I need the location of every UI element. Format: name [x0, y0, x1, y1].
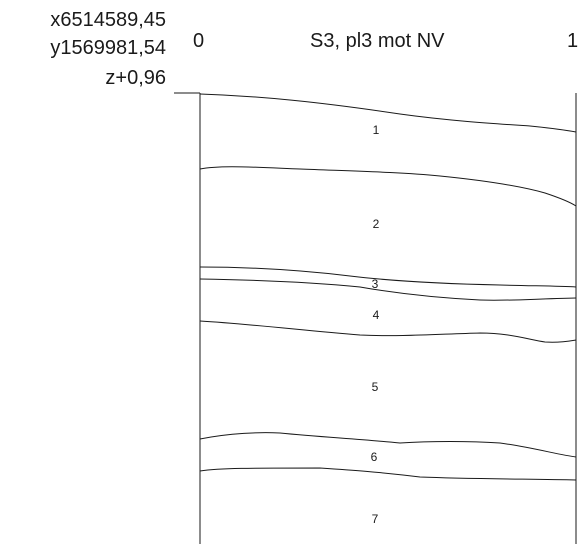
boundary-3-4: [200, 279, 576, 300]
layer-label: 4: [373, 308, 380, 322]
ground-surface-line: [200, 94, 576, 132]
layer-label: 7: [372, 512, 379, 526]
boundary-6-7: [200, 468, 576, 480]
boundary-4-5: [200, 321, 576, 342]
layer-label: 6: [371, 450, 378, 464]
layer-label: 2: [373, 217, 380, 231]
boundary-5-6: [200, 433, 576, 457]
boundary-2-3: [200, 267, 576, 287]
layer-label: 1: [373, 123, 380, 137]
boundary-1-2: [200, 167, 576, 206]
layer-label: 3: [372, 277, 379, 291]
layer-label: 5: [372, 380, 379, 394]
